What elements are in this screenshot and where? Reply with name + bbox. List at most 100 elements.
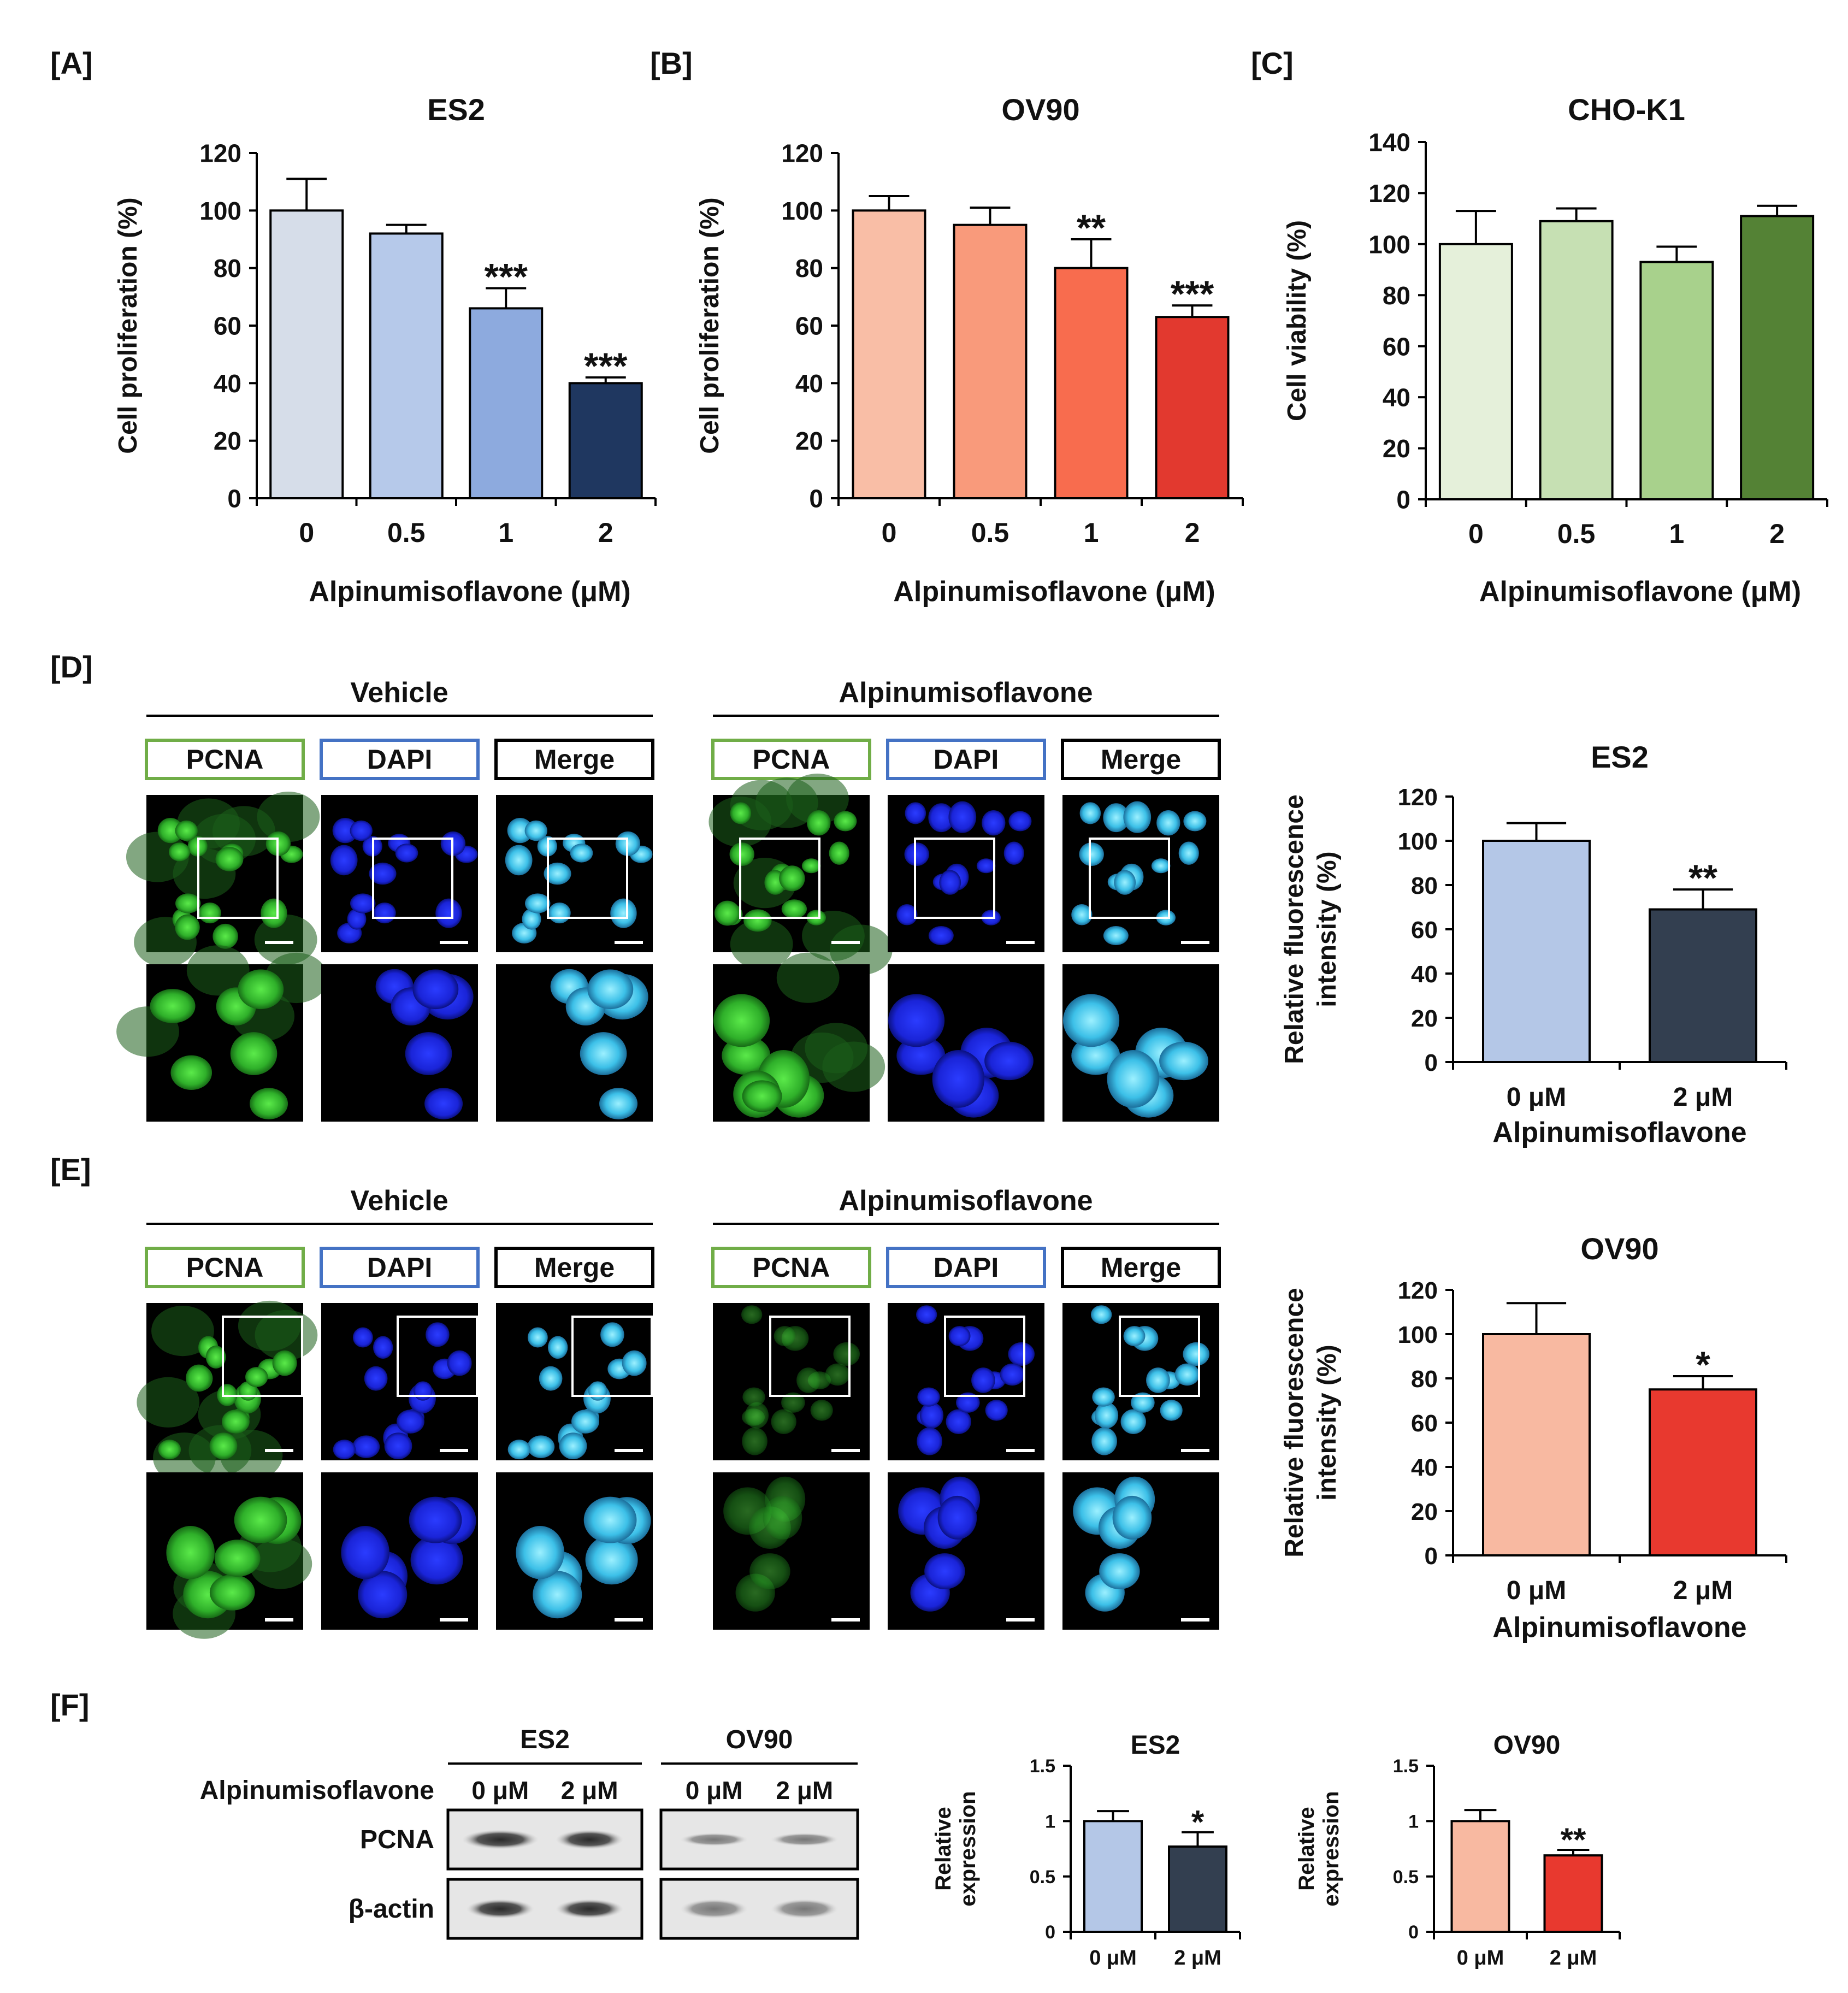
cytoplasm bbox=[151, 1306, 214, 1357]
y-axis-label: Cell proliferation (%) bbox=[695, 197, 724, 453]
y-tick-label: 1 bbox=[1045, 1812, 1055, 1832]
channel-label: Merge bbox=[1101, 1252, 1181, 1283]
significance-mark: ** bbox=[1688, 857, 1717, 899]
chart-title: ES2 bbox=[1131, 1731, 1180, 1760]
nucleus bbox=[948, 801, 977, 833]
x-tick-label: 0 bbox=[882, 517, 897, 548]
x-tick-label: 2 μM bbox=[1550, 1947, 1597, 1970]
nucleus bbox=[610, 898, 637, 928]
bar bbox=[1438, 243, 1513, 500]
y-tick-label: 60 bbox=[214, 312, 241, 340]
nucleus bbox=[525, 893, 551, 913]
nucleus bbox=[341, 1526, 389, 1579]
blot-header: ES2 bbox=[520, 1725, 570, 1754]
y-tick-label: 80 bbox=[795, 254, 823, 282]
channel-box bbox=[494, 1247, 654, 1288]
nucleus bbox=[150, 989, 196, 1023]
blot-row-label: PCNA bbox=[360, 1825, 434, 1854]
nucleus bbox=[330, 845, 358, 876]
nucleus bbox=[919, 1402, 944, 1429]
y-tick-label: 0 bbox=[1045, 1922, 1055, 1943]
nucleus bbox=[1112, 1495, 1152, 1540]
nucleus bbox=[917, 1387, 940, 1407]
nucleus bbox=[807, 810, 831, 836]
microscopy-d: Vehicle PCNA DAPI Merge Alpinumisoflavone PCN… bbox=[116, 677, 1221, 1122]
nucleus bbox=[369, 862, 397, 885]
lane-label: 2 μM bbox=[561, 1776, 618, 1805]
protein-band bbox=[680, 1833, 748, 1846]
x-tick-label: 2 bbox=[598, 517, 613, 548]
panel-label-d: [D] bbox=[50, 650, 93, 684]
cytoplasm bbox=[755, 777, 818, 828]
nucleus bbox=[405, 1032, 452, 1075]
nucleus bbox=[350, 820, 373, 841]
y-tick-label: 60 bbox=[1411, 917, 1438, 944]
bar bbox=[1450, 1820, 1510, 1933]
nucleus bbox=[350, 893, 376, 913]
y-tick-label: 1.5 bbox=[1393, 1756, 1419, 1777]
bar bbox=[1639, 261, 1714, 500]
nucleus bbox=[209, 1432, 238, 1460]
significance-mark: *** bbox=[485, 256, 528, 298]
nucleus bbox=[250, 1088, 288, 1119]
nucleus bbox=[779, 865, 805, 892]
significance-mark: ** bbox=[1077, 207, 1106, 249]
nucleus bbox=[571, 1410, 599, 1434]
bar bbox=[852, 209, 926, 500]
nucleus bbox=[373, 902, 396, 924]
nucleus bbox=[583, 1496, 637, 1543]
bar bbox=[1649, 1388, 1757, 1556]
nucleus bbox=[332, 818, 358, 844]
nucleus bbox=[157, 818, 184, 844]
bar bbox=[1539, 220, 1614, 500]
channel-label: PCNA bbox=[186, 744, 264, 775]
bar bbox=[1740, 215, 1815, 500]
x-tick-label: 2 μM bbox=[1174, 1947, 1221, 1970]
x-tick-label: 1 bbox=[498, 517, 513, 548]
nucleus bbox=[1003, 841, 1024, 865]
x-tick-label: 2 bbox=[1185, 517, 1200, 548]
y-tick-label: 120 bbox=[781, 139, 823, 168]
panel-label-f: [F] bbox=[50, 1688, 90, 1722]
chart-f-es2: ES2 0 μM * 2 μM 0 0.5 1 1.5 Relative expression bbox=[931, 1731, 1241, 1970]
y-tick-label: 60 bbox=[1383, 332, 1410, 361]
nucleus bbox=[234, 1496, 287, 1543]
nucleus bbox=[412, 969, 459, 1010]
nucleus bbox=[215, 847, 244, 871]
x-tick-label: 1 bbox=[1669, 518, 1684, 549]
x-tick-label: 0 bbox=[299, 517, 314, 548]
nucleus bbox=[956, 1392, 980, 1413]
chart-title: ES2 bbox=[1591, 740, 1649, 774]
nucleus bbox=[587, 969, 634, 1010]
channel-box bbox=[494, 739, 654, 780]
bar bbox=[1649, 908, 1757, 1064]
nucleus bbox=[426, 1322, 450, 1347]
nucleus bbox=[743, 909, 772, 932]
x-axis-label: Alpinumisoflavone (μM) bbox=[1479, 576, 1801, 608]
nucleus bbox=[904, 842, 929, 866]
nucleus bbox=[1000, 1363, 1025, 1386]
nucleus bbox=[507, 1440, 531, 1460]
nucleus bbox=[209, 1574, 255, 1611]
nucleus bbox=[447, 1350, 472, 1376]
channel-box bbox=[886, 1247, 1046, 1288]
y-tick-label: 20 bbox=[1411, 1499, 1438, 1525]
nucleus bbox=[1160, 1400, 1183, 1421]
nucleus bbox=[1146, 1367, 1170, 1393]
zoom-region-box bbox=[397, 1316, 478, 1397]
lane-label: 0 μM bbox=[471, 1776, 529, 1805]
x-axis-label: Alpinumisoflavone (μM) bbox=[893, 576, 1215, 608]
nucleus bbox=[730, 802, 752, 824]
chart-title: OV90 bbox=[1493, 1731, 1561, 1760]
channel-box bbox=[711, 1247, 871, 1288]
nucleus bbox=[888, 994, 945, 1047]
bar bbox=[1155, 316, 1230, 499]
nucleus bbox=[1071, 904, 1093, 925]
y-axis-label: Cell viability (%) bbox=[1283, 220, 1312, 421]
channel-label: DAPI bbox=[367, 744, 432, 775]
nucleus bbox=[175, 914, 200, 940]
nucleus bbox=[1008, 1342, 1035, 1366]
y-tick-label: 100 bbox=[1398, 1322, 1438, 1348]
y-tick-label: 120 bbox=[199, 139, 241, 168]
